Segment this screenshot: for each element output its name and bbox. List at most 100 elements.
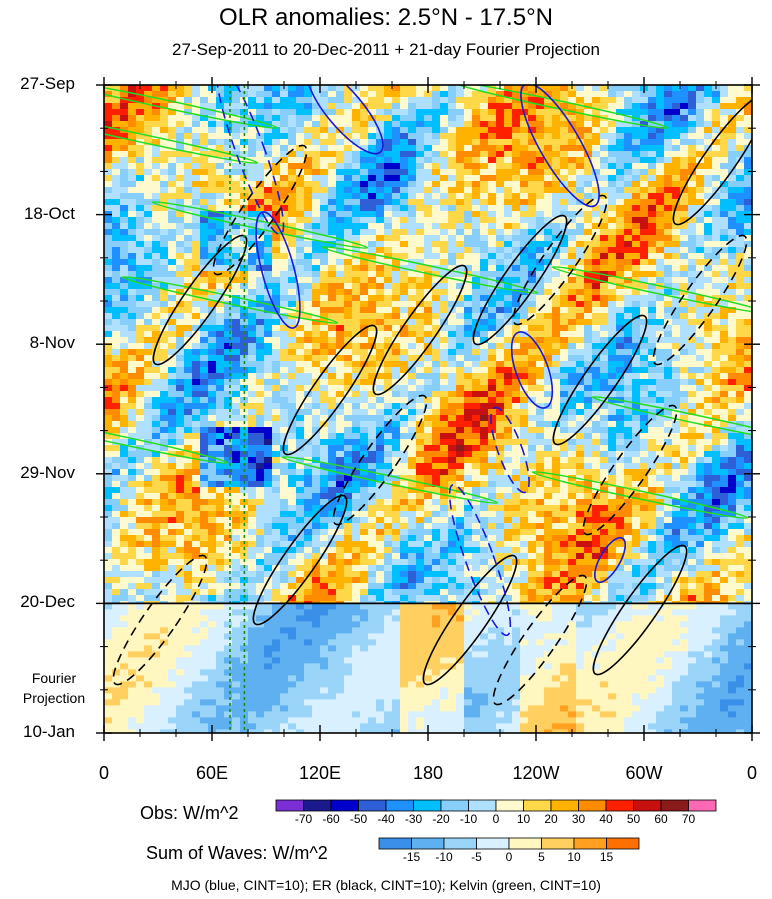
obs-cell xyxy=(496,415,505,422)
obs-cell xyxy=(416,175,425,182)
obs-cell xyxy=(144,391,153,398)
obs-cell xyxy=(144,157,153,164)
obs-cell xyxy=(440,103,449,110)
obs-cell xyxy=(528,295,537,302)
obs-cell xyxy=(304,451,313,458)
obs-cell xyxy=(352,349,361,356)
obs-cell xyxy=(112,157,121,164)
obs-cell xyxy=(640,145,649,152)
obs-cell xyxy=(560,97,569,104)
obs-cell xyxy=(616,109,625,116)
obs-cell xyxy=(224,133,233,140)
obs-cell xyxy=(608,127,617,134)
obs-cell xyxy=(472,451,481,458)
obs-cell xyxy=(704,289,713,296)
obs-cell xyxy=(288,253,297,260)
obs-cell xyxy=(272,379,281,386)
obs-cell xyxy=(704,421,713,428)
obs-cell xyxy=(664,445,673,452)
obs-cell xyxy=(384,439,393,446)
obs-cell xyxy=(240,397,249,404)
obs-cell xyxy=(648,205,657,212)
obs-cell xyxy=(584,409,593,416)
obs-cell xyxy=(248,121,257,128)
obs-cell xyxy=(632,361,641,368)
obs-cell xyxy=(272,205,281,212)
obs-cell xyxy=(736,103,745,110)
obs-cell xyxy=(608,259,617,266)
obs-cell xyxy=(112,451,121,458)
obs-cell xyxy=(224,271,233,278)
obs-cell xyxy=(576,97,585,104)
obs-cell xyxy=(544,157,553,164)
obs-cell xyxy=(368,283,377,290)
obs-cell xyxy=(376,205,385,212)
obs-cell xyxy=(720,277,729,284)
obs-cell xyxy=(696,121,705,128)
obs-cell xyxy=(624,355,633,362)
obs-cell xyxy=(136,283,145,290)
obs-cell xyxy=(216,235,225,242)
obs-cell xyxy=(448,409,457,416)
obs-cell xyxy=(168,163,177,170)
obs-cell xyxy=(672,169,681,176)
obs-cell xyxy=(280,229,289,236)
obs-cell xyxy=(496,355,505,362)
obs-cell xyxy=(576,151,585,158)
obs-cell xyxy=(392,415,401,422)
obs-cell xyxy=(408,313,417,320)
obs-cell xyxy=(472,295,481,302)
obs-cell xyxy=(144,229,153,236)
obs-cell xyxy=(104,223,113,230)
obs-cell xyxy=(744,307,753,314)
obs-cell xyxy=(688,445,697,452)
obs-cell xyxy=(640,253,649,260)
obs-cell xyxy=(432,259,441,266)
obs-cell xyxy=(328,439,337,446)
obs-cell xyxy=(656,391,665,398)
obs-cell xyxy=(224,103,233,110)
obs-cell xyxy=(504,115,513,122)
obs-cell xyxy=(600,265,609,272)
obs-cell xyxy=(424,163,433,170)
obs-cell xyxy=(560,331,569,338)
obs-cell xyxy=(704,409,713,416)
obs-cell xyxy=(672,229,681,236)
obs-cell xyxy=(312,343,321,350)
obs-cell xyxy=(120,151,129,158)
obs-cell xyxy=(456,271,465,278)
obs-cell xyxy=(360,283,369,290)
obs-cell xyxy=(192,331,201,338)
obs-cell xyxy=(304,217,313,224)
obs-cell xyxy=(728,415,737,422)
obs-cell xyxy=(704,223,713,230)
obs-cell xyxy=(392,361,401,368)
obs-cell xyxy=(136,373,145,380)
obs-cell xyxy=(528,127,537,134)
obs-cell xyxy=(328,217,337,224)
obs-cell xyxy=(440,217,449,224)
obs-cell xyxy=(400,277,409,284)
obs-cell xyxy=(368,175,377,182)
obs-cell xyxy=(112,199,121,206)
obs-cell xyxy=(272,115,281,122)
obs-cell xyxy=(736,331,745,338)
obs-cell xyxy=(712,127,721,134)
obs-cell xyxy=(168,127,177,134)
obs-cell xyxy=(560,313,569,320)
obs-cell xyxy=(704,85,713,92)
obs-cell xyxy=(336,235,345,242)
obs-cell xyxy=(496,91,505,98)
obs-cell xyxy=(632,145,641,152)
obs-cell xyxy=(664,271,673,278)
obs-cell xyxy=(408,253,417,260)
obs-cell xyxy=(304,379,313,386)
obs-cell xyxy=(216,265,225,272)
obs-cell xyxy=(160,439,169,446)
obs-cell xyxy=(384,277,393,284)
obs-cell xyxy=(544,121,553,128)
obs-cell xyxy=(632,439,641,446)
obs-cell xyxy=(184,415,193,422)
obs-cell xyxy=(728,241,737,248)
obs-cell xyxy=(504,175,513,182)
